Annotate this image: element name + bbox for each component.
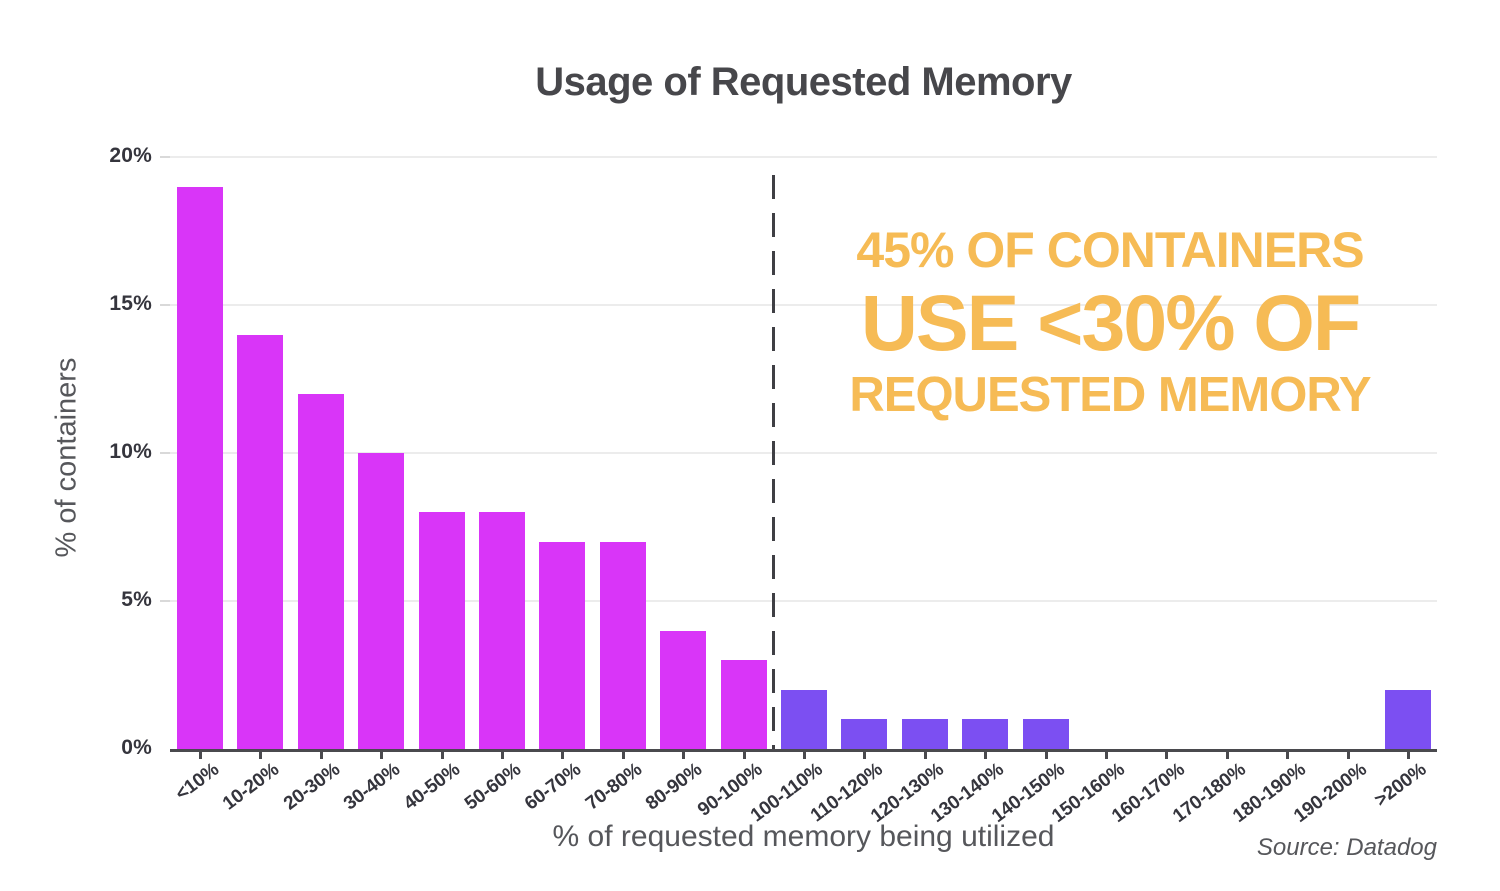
source-credit: Source: Datadog (1256, 834, 1437, 861)
y-tick-label: 5% (121, 588, 152, 611)
x-tick-mark (1286, 752, 1290, 759)
plot-area (170, 156, 1437, 752)
x-tick-mark (501, 752, 504, 759)
gridline-15% (170, 304, 1437, 306)
y-tick-mark (160, 304, 170, 306)
x-tick-mark (621, 752, 625, 759)
callout: 45% OF CONTAINERS USE <30% OF REQUESTED … (830, 222, 1390, 423)
x-axis-title: % of requested memory being utilized (552, 820, 1055, 853)
bar-70-80% (599, 541, 646, 749)
x-tick-mark (803, 752, 806, 759)
y-tick-label: 0% (121, 736, 152, 759)
x-tick-mark (1225, 752, 1229, 759)
x-tick-label-text: 50-60% (460, 759, 525, 815)
x-tick-label-text: <10% (171, 759, 223, 805)
bar-20-30% (297, 393, 344, 749)
reference-dashed-line (772, 175, 775, 749)
bar-<10% (177, 186, 223, 749)
bar-60-70% (539, 541, 586, 749)
y-tick-mark (160, 600, 170, 602)
bar-120-130% (901, 719, 948, 749)
bar-40-50% (418, 512, 465, 749)
bar-130-140% (962, 719, 1009, 749)
bar-90-100% (720, 660, 767, 749)
gridline-20% (170, 156, 1437, 158)
bar-10-20% (237, 334, 284, 749)
x-tick-label-text: 20-30% (279, 759, 344, 815)
x-tick-label-text: 40-50% (400, 759, 465, 815)
x-tick-mark (440, 752, 444, 759)
x-tick-mark (1044, 752, 1048, 759)
bar->200% (1385, 689, 1431, 749)
bar-50-60% (479, 512, 525, 749)
x-tick-mark (561, 752, 565, 759)
bar-110-120% (841, 719, 888, 749)
bar-30-40% (358, 453, 405, 749)
x-tick-mark (1407, 752, 1410, 759)
y-tick-label: 10% (109, 440, 152, 463)
x-tick-mark (923, 752, 927, 759)
x-tick-mark (863, 752, 867, 759)
x-tick-label-text: 60-70% (521, 759, 586, 815)
bar-100-110% (781, 689, 827, 749)
callout-line-3: REQUESTED MEMORY (849, 368, 1371, 422)
x-tick-mark (199, 752, 202, 759)
y-tick-mark (160, 156, 170, 158)
gridline-10% (170, 452, 1437, 454)
x-tick-label-text: 30-40% (339, 759, 404, 815)
x-tick-mark (319, 752, 323, 759)
y-tick-label: 15% (109, 292, 152, 315)
bar-80-90% (660, 630, 707, 749)
x-tick-mark (380, 752, 384, 759)
y-tick-mark (160, 452, 170, 454)
gridline-5% (170, 600, 1437, 602)
x-tick-label-text: 70-80% (581, 759, 646, 815)
x-tick-mark (1346, 752, 1350, 759)
chart-title: Usage of Requested Memory (535, 60, 1072, 104)
x-tick-mark (984, 752, 988, 759)
x-tick-label-text: >200% (1371, 759, 1431, 812)
x-tick-mark (1105, 752, 1108, 759)
y-tick-label: 20% (109, 144, 152, 167)
bar-140-150% (1022, 719, 1069, 749)
x-tick-mark (1165, 752, 1169, 759)
x-tick-mark (682, 752, 686, 759)
x-tick-mark (259, 752, 263, 759)
callout-line-1: 45% OF CONTAINERS (856, 222, 1364, 278)
callout-line-2: USE <30% OF (860, 278, 1361, 367)
x-tick-label-text: 10-20% (219, 759, 284, 815)
x-tick-mark (742, 752, 746, 759)
